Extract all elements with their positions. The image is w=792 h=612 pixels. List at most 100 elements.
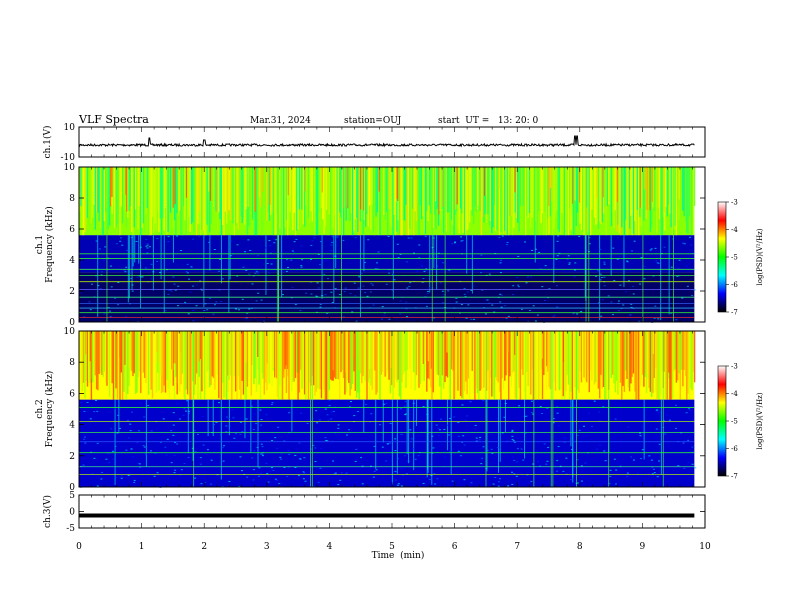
spectrogram-column [628,167,631,229]
spectrogram-speckle [334,255,337,257]
spectrogram-speckle [317,481,320,483]
spectrogram-speckle [436,265,439,267]
waveform-trace [78,135,695,148]
spectrogram-speckle [348,429,351,431]
spectrogram-column [647,167,649,209]
spectrogram-column [595,331,597,383]
spectrogram-speckle [385,283,388,285]
spectrogram-column [589,167,592,236]
spectrogram-column [638,167,640,236]
spectrogram-burst [247,167,249,208]
spectrogram-speckle [114,297,117,299]
spectrogram-spike [450,399,452,475]
spectrogram-speckle [331,241,334,243]
spectrogram-speckle [375,262,378,264]
spectrogram-column [323,331,325,390]
spectrogram-speckle [435,424,438,426]
spectrogram-speckle [298,442,301,444]
spectrogram-column [528,331,531,400]
spectrogram-column [634,331,636,392]
spectrogram-speckle [364,262,367,264]
spectrogram-speckle [139,246,142,248]
spectrogram-speckle [529,276,532,278]
spectrogram-column [257,167,259,227]
spectrogram-column [496,167,498,231]
spectrogram-burst [199,331,202,360]
spectrogram-column [449,331,451,400]
spectrogram-speckle [143,446,146,448]
x-tick-label: 1 [139,542,145,552]
spectrogram-speckle [257,475,260,477]
spectrogram-column [384,167,386,220]
spectrogram-speckle [197,235,200,237]
spectrogram-speckle [453,416,456,418]
spectrogram-speckle [630,456,633,458]
spectrogram-column [120,331,122,373]
spectrogram-column [562,167,564,217]
spectrogram-column [123,167,125,210]
spectrogram-column [151,167,154,217]
spectrogram-speckle [430,474,433,476]
spectrogram-column [245,331,247,400]
spectrogram-speckle [567,255,570,257]
spectrogram-speckle [633,240,636,242]
spectrogram-speckle [338,294,341,296]
spectrogram-speckle [403,405,406,407]
spectrogram-column [162,331,164,392]
spectrogram-column [560,331,562,390]
spectrogram-speckle [312,444,315,446]
spectrogram-column [108,331,111,397]
spectrogram-speckle [460,236,463,238]
spectrogram-burst [395,167,397,203]
spectrogram-column [181,167,184,236]
spectrogram-speckle [83,438,86,440]
spectrogram-column [674,167,676,226]
spectrogram-speckle [602,406,605,408]
spectrogram-column [462,331,464,400]
spectrogram-speckle [131,239,134,241]
spectrogram-column [98,331,100,374]
spectrogram-column [110,331,112,400]
spectrogram-column [433,331,436,400]
spectrogram-column [599,331,601,399]
spectrogram-spike [599,235,601,321]
spectrogram-speckle [173,283,176,285]
spectrogram-burst [574,167,576,201]
spectrogram-speckle [265,414,268,416]
spectrogram-speckle [600,315,603,317]
spectrogram-column [180,331,182,385]
spectrogram-speckle [405,308,408,310]
spectrogram-spike [572,399,574,483]
spectrogram-speckle [246,312,249,314]
spectrogram-speckle [658,443,661,445]
spectrogram-column [387,331,389,371]
spectrogram-speckle [191,447,194,449]
spectrogram-column [584,331,587,381]
spectrogram-column [229,167,232,220]
spectrogram-speckle [683,440,686,442]
spectrogram-column [680,331,683,370]
spectrogram-speckle [173,472,176,474]
spectrogram-column [613,331,615,384]
spectrogram-column [168,331,171,398]
spectrogram-spike [429,235,431,293]
spectrogram-speckle [687,462,690,464]
spectrogram-speckle [196,433,199,435]
spectrogram-column [374,167,376,236]
spectrogram-column [666,331,668,400]
spectrogram-speckle [129,423,132,425]
spectrogram-speckle [332,460,335,462]
spectrogram-spike [660,235,662,321]
spectrogram-speckle [530,412,533,414]
spectrogram-speckle [144,453,147,455]
spectrogram-speckle [180,469,183,471]
spectrogram-column [271,167,273,213]
spectrogram-column [284,167,286,228]
spectrogram-speckle [443,428,446,430]
spectrogram-speckle [140,276,143,278]
spectrogram-burst [119,331,121,358]
spectrogram-speckle [475,437,478,439]
spectrogram-speckle [506,242,509,244]
spectrogram-column [270,167,272,216]
spectrogram-speckle [342,239,345,241]
